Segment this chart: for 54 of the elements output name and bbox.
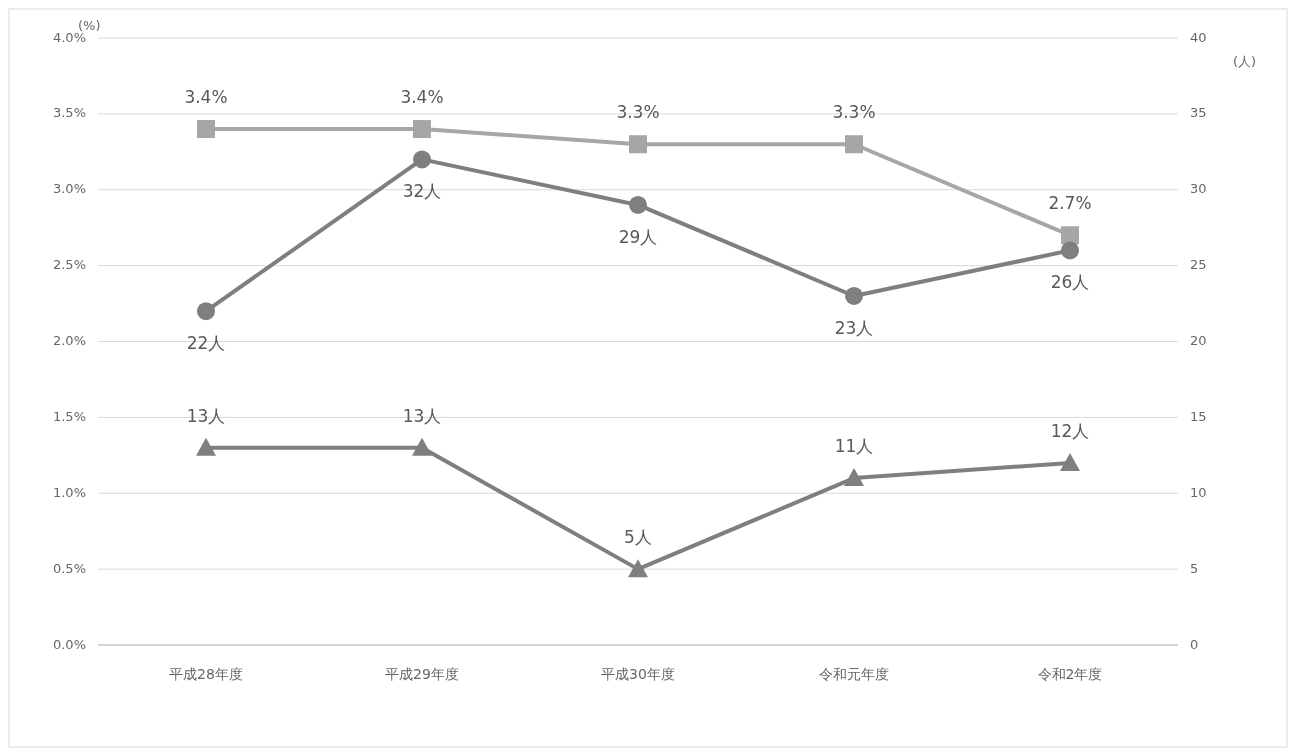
point: [845, 286, 863, 305]
data-label: 29人: [618, 226, 658, 247]
data-label: 12人: [1050, 420, 1090, 441]
y-tick-label: 3.5%: [52, 105, 86, 121]
y-tick-label: 3.0%: [52, 181, 86, 197]
data-label: 22人: [186, 333, 226, 354]
y2-tick-label: 15: [1190, 408, 1207, 424]
data-label: 3.4%: [400, 87, 444, 108]
data-label: 3.3%: [616, 102, 660, 123]
y2-axis-title: (人): [1233, 54, 1257, 69]
point: [1060, 452, 1080, 471]
x-tick-label: 平成28年度: [169, 666, 243, 682]
y2-tick-label: 20: [1190, 333, 1207, 348]
data-label: 3.4%: [184, 87, 228, 108]
x-tick-label: 令和元年度: [819, 666, 889, 682]
y-tick-label: 0.5%: [52, 560, 86, 576]
point: [413, 150, 431, 169]
x-tick-label: 令和2年度: [1037, 666, 1103, 682]
x-tick-label: 平成30年度: [601, 666, 675, 682]
data-label: 13人: [402, 405, 442, 426]
y2-tick-label: 35: [1190, 105, 1207, 121]
data-label: 23人: [834, 317, 874, 338]
point: [1061, 241, 1079, 260]
y-tick-label: 2.5%: [52, 257, 86, 273]
y-tick-label: 2.0%: [52, 333, 86, 348]
point: [196, 437, 216, 456]
y2-tick-label: 30: [1190, 181, 1207, 197]
y-tick-label: 0.0%: [52, 636, 86, 652]
point: [197, 120, 215, 139]
data-label: 26人: [1050, 272, 1090, 293]
x-tick-label: 平成29年度: [385, 666, 459, 682]
y2-tick-label: 25: [1190, 257, 1207, 273]
y2-tick-label: 10: [1190, 484, 1207, 500]
data-label: 5人: [624, 527, 652, 548]
data-label: 3.3%: [832, 102, 876, 123]
point: [844, 468, 864, 487]
y-tick-label: 1.0%: [52, 484, 86, 500]
y2-tick-label: 40: [1190, 29, 1207, 45]
point: [413, 120, 431, 139]
data-label: 2.7%: [1048, 193, 1092, 214]
point: [629, 135, 647, 154]
y2-tick-label: 5: [1190, 560, 1199, 576]
data-label: 11人: [834, 436, 874, 457]
data-label: 13人: [186, 405, 226, 426]
y-axis-title: (%): [78, 18, 101, 33]
y2-tick-label: 0: [1190, 636, 1199, 652]
point: [197, 302, 215, 321]
point: [628, 559, 648, 578]
point: [1061, 226, 1079, 245]
point: [629, 195, 647, 214]
data-label: 32人: [402, 181, 442, 202]
point: [845, 135, 863, 154]
point: [412, 437, 432, 456]
y-tick-label: 1.5%: [52, 408, 86, 424]
